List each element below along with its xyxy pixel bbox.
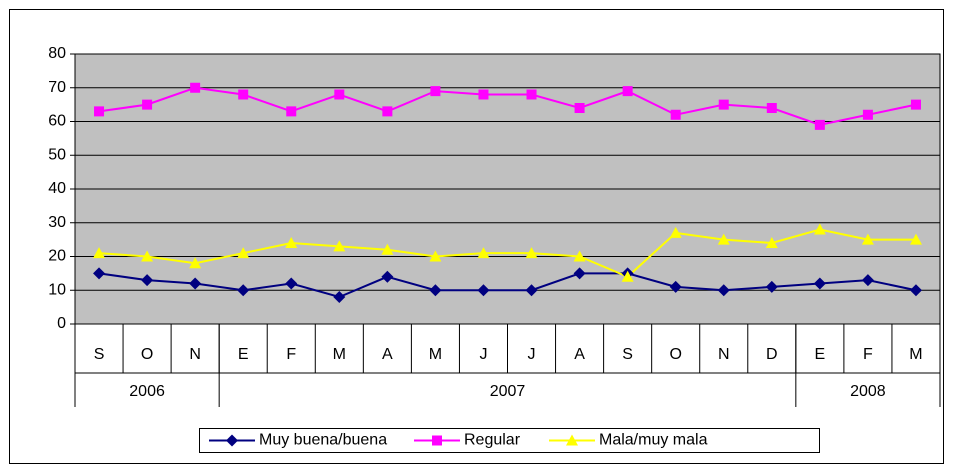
data-point xyxy=(765,237,778,248)
y-tick-label: 80 xyxy=(48,45,66,62)
data-point xyxy=(286,106,297,117)
data-point xyxy=(669,226,682,238)
data-point xyxy=(382,106,393,117)
data-point xyxy=(237,247,250,259)
data-point xyxy=(621,270,634,282)
year-label: 2008 xyxy=(850,383,886,400)
data-point xyxy=(669,280,682,293)
data-point xyxy=(862,109,873,120)
data-point xyxy=(525,284,538,297)
x-tick-label: F xyxy=(863,346,873,363)
x-tick-label: M xyxy=(333,346,346,363)
x-tick-label: S xyxy=(94,346,105,363)
x-tick-label: J xyxy=(479,346,487,363)
data-point xyxy=(765,280,778,293)
legend-label: Regular xyxy=(464,432,521,449)
y-tick-label: 20 xyxy=(48,248,66,265)
x-tick-label: O xyxy=(141,346,153,363)
data-point xyxy=(573,267,586,280)
x-tick-label: E xyxy=(815,346,826,363)
x-tick-label: E xyxy=(238,346,249,363)
data-point xyxy=(429,250,442,262)
data-point xyxy=(525,247,538,259)
x-tick-label: M xyxy=(909,346,922,363)
data-point xyxy=(910,99,921,110)
legend-box xyxy=(199,428,820,453)
data-point xyxy=(670,109,681,120)
x-tick-label: F xyxy=(286,346,296,363)
y-tick-label: 70 xyxy=(48,79,66,96)
data-point xyxy=(142,99,153,110)
data-point xyxy=(93,267,106,280)
data-point xyxy=(813,277,826,290)
data-point xyxy=(190,82,201,93)
y-tick-label: 50 xyxy=(48,146,66,163)
data-point xyxy=(429,284,442,297)
x-tick-label: N xyxy=(718,346,730,363)
data-point xyxy=(574,103,585,113)
x-tick-label: O xyxy=(669,346,681,363)
data-point xyxy=(381,243,394,255)
data-point xyxy=(141,274,154,287)
data-point xyxy=(237,284,250,297)
data-point xyxy=(477,247,490,259)
series-line xyxy=(98,86,917,126)
data-point xyxy=(189,277,202,290)
data-point xyxy=(526,89,537,100)
legend-label: Muy buena/buena xyxy=(259,432,387,449)
y-tick-label: 60 xyxy=(48,113,66,130)
x-tick-label: S xyxy=(622,346,633,363)
data-point xyxy=(141,250,154,262)
data-point xyxy=(477,284,490,297)
data-point xyxy=(573,250,586,262)
data-point xyxy=(909,284,922,297)
data-point xyxy=(717,233,730,245)
data-point xyxy=(93,247,106,259)
y-tick-label: 10 xyxy=(48,281,66,298)
data-point xyxy=(861,274,874,287)
legend-marker xyxy=(566,434,578,446)
year-label: 2006 xyxy=(129,383,165,400)
series-line xyxy=(98,272,917,299)
y-tick-label: 30 xyxy=(48,214,66,231)
data-point xyxy=(861,233,874,245)
data-point xyxy=(814,119,825,130)
data-point xyxy=(478,89,489,100)
x-tick-label: A xyxy=(574,346,585,363)
x-tick-label: A xyxy=(382,346,393,363)
data-point xyxy=(909,233,922,245)
legend-marker xyxy=(226,434,238,447)
y-tick-label: 40 xyxy=(48,180,66,197)
data-point xyxy=(189,257,202,269)
series-line xyxy=(98,228,916,278)
y-tick-label: 0 xyxy=(57,315,66,332)
data-point xyxy=(813,223,826,235)
data-point xyxy=(238,89,249,100)
x-tick-label: M xyxy=(429,346,442,363)
data-point xyxy=(333,291,346,303)
data-point xyxy=(381,270,394,283)
data-point xyxy=(766,103,777,113)
data-point xyxy=(285,277,298,290)
x-tick-label: D xyxy=(766,346,778,363)
data-point xyxy=(285,237,298,248)
data-point xyxy=(622,86,633,97)
data-point xyxy=(334,89,345,100)
data-point xyxy=(718,99,729,110)
data-point xyxy=(430,86,441,97)
legend-marker xyxy=(432,435,442,446)
data-point xyxy=(717,284,730,297)
x-tick-label: N xyxy=(189,346,201,363)
data-point xyxy=(333,240,346,252)
data-point xyxy=(94,106,105,117)
legend-label: Mala/muy mala xyxy=(599,432,708,449)
x-tick-label: J xyxy=(528,346,536,363)
year-label: 2007 xyxy=(490,383,526,400)
